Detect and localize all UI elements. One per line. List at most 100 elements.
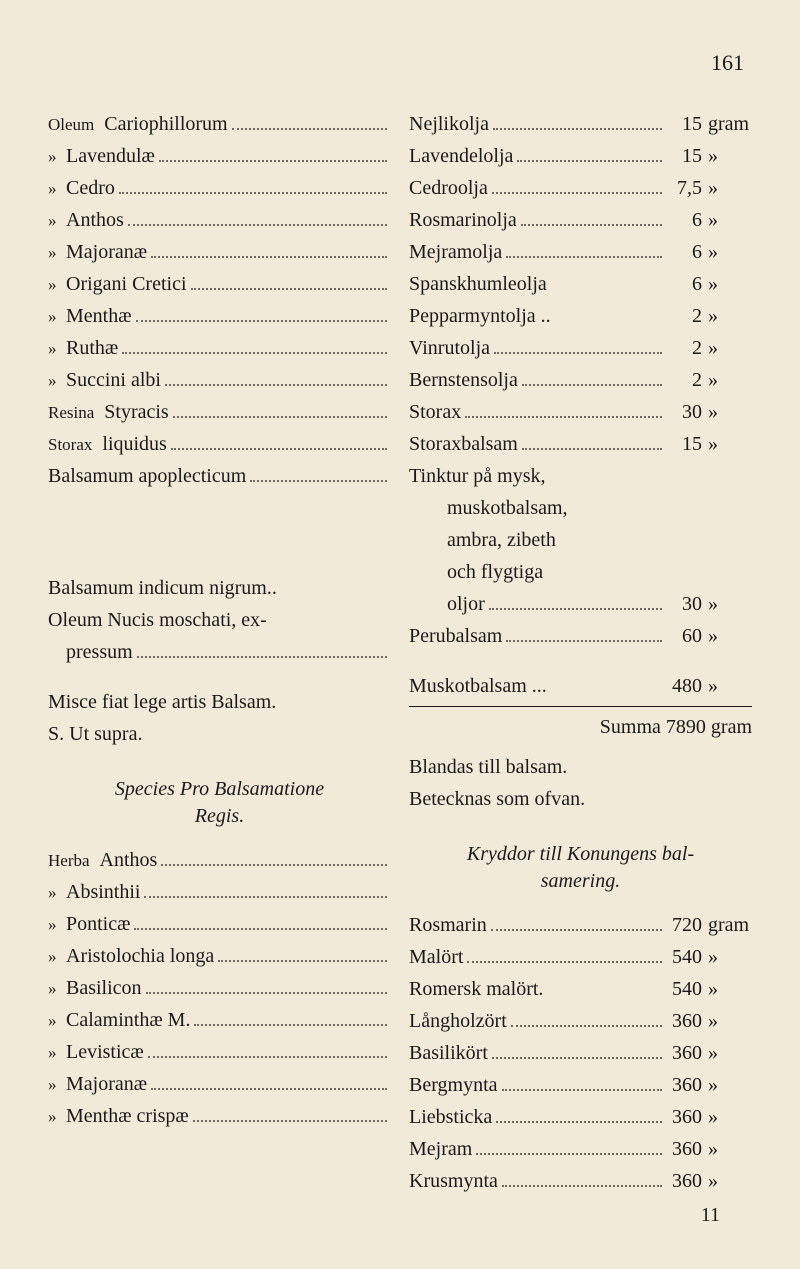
row-label: Romersk malört. <box>409 973 543 1005</box>
tinktur-indent: muskotbalsam, ambra, zibeth och flygtiga… <box>409 492 752 620</box>
row-value: 7,5 <box>666 172 702 204</box>
row-tag: » <box>48 207 66 234</box>
list-row: Långholzört360» <box>409 1005 752 1037</box>
row-unit: » <box>708 1101 752 1133</box>
list-row: »Ruthæ <box>48 332 391 364</box>
text-line: S. Ut supra. <box>48 718 391 750</box>
row-unit: » <box>708 1037 752 1069</box>
muskot-label: Muskotbalsam ... <box>409 670 547 702</box>
row-label: Cedroolja <box>409 172 488 204</box>
row-label: Mejramolja <box>409 236 502 268</box>
summa-unit: gram <box>711 716 752 738</box>
list-row: Oleum Cariophillorum <box>48 108 391 140</box>
row-unit: » <box>708 428 752 460</box>
left-misce: Misce fiat lege artis Balsam.S. Ut supra… <box>48 686 391 750</box>
list-row: Rosmarin720gram <box>409 909 752 941</box>
row-label: Majoranæ <box>66 236 147 268</box>
list-row: Lavendelolja15» <box>409 140 752 172</box>
kryddor-title: Kryddor till Konungens bal- samering. <box>409 841 752 895</box>
row-label: Origani Cretici <box>66 268 187 300</box>
row-label: Absinthii <box>66 876 140 908</box>
tinktur-line-1: muskotbalsam, <box>447 492 752 524</box>
list-row: »Majoranæ <box>48 1068 391 1100</box>
row-unit: » <box>708 1165 752 1197</box>
row-label: Styracis <box>104 396 168 428</box>
left-column: OleumCariophillorum»Lavendulæ»Cedro»Anth… <box>48 108 391 1231</box>
list-row: ResinaStyracis <box>48 396 391 428</box>
row-value: 6 <box>666 204 702 236</box>
row-tag: » <box>48 1071 66 1098</box>
row-label: Anthos <box>66 204 124 236</box>
row-unit: » <box>708 172 752 204</box>
row-label: Cariophillorum <box>104 108 227 140</box>
tinktur-line-3: och flygtiga <box>447 556 752 588</box>
list-row: Vinrutolja2» <box>409 332 752 364</box>
left-upper-list: OleumCariophillorum»Lavendulæ»Cedro»Anth… <box>48 108 391 492</box>
list-row: Krusmynta360» <box>409 1165 752 1197</box>
text-line: Blandas till balsam. <box>409 751 752 783</box>
row-value: 720 <box>666 909 702 941</box>
row-label: Basilikört <box>409 1037 488 1069</box>
row-tag: » <box>48 1039 66 1066</box>
summa-label: Summa <box>600 716 661 738</box>
row-tag: » <box>48 1103 66 1130</box>
row-label: Menthæ <box>66 300 132 332</box>
row-label: Långholzört <box>409 1005 507 1037</box>
list-row: Rosmarinolja6» <box>409 204 752 236</box>
row-unit: » <box>708 204 752 236</box>
row-tag: Storax <box>48 431 92 458</box>
row-unit: » <box>708 1069 752 1101</box>
row-value: 15 <box>666 108 702 140</box>
list-row: Storax liquidus <box>48 428 391 460</box>
tinktur-line-0: Tinktur på mysk, <box>409 460 752 492</box>
row-label: Bergmynta <box>409 1069 498 1101</box>
list-row: Mejram360» <box>409 1133 752 1165</box>
muskot-val: 480 <box>666 670 702 702</box>
row-tag: » <box>48 303 66 330</box>
row-unit: gram <box>708 108 752 140</box>
row-unit: » <box>708 396 752 428</box>
pressum-label: pressum <box>66 636 133 668</box>
list-row: »Menthæ <box>48 300 391 332</box>
right-column: Nejlikolja15gramLavendelolja15»Cedroolja… <box>409 108 752 1231</box>
row-tag: Oleum <box>48 111 94 138</box>
row-label: Nejlikolja <box>409 108 489 140</box>
columns: OleumCariophillorum»Lavendulæ»Cedro»Anth… <box>48 108 752 1231</box>
row-unit: » <box>708 1005 752 1037</box>
list-row: Pepparmyntolja ..2» <box>409 300 752 332</box>
row-tag: » <box>48 143 66 170</box>
species-title-1: Species Pro Balsamatione <box>115 778 324 800</box>
row-label: liquidus <box>102 428 166 460</box>
row-value: 360 <box>666 1133 702 1165</box>
row-tag: » <box>48 1007 66 1034</box>
list-row: »Aristolochia longa <box>48 940 391 972</box>
row-unit: » <box>708 364 752 396</box>
row-value: 2 <box>666 364 702 396</box>
row-tag: » <box>48 175 66 202</box>
list-row: Bernstensolja2» <box>409 364 752 396</box>
row-label: Menthæ crispæ <box>66 1100 189 1132</box>
list-row: Nejlikolja 15gram <box>409 108 752 140</box>
peru-label: Perubalsam <box>409 620 502 652</box>
list-row: »Menthæ crispæ <box>48 1100 391 1132</box>
tinktur-line-2: ambra, zibeth <box>447 524 752 556</box>
species-title-2: Regis. <box>195 805 244 827</box>
row-value: 360 <box>666 1069 702 1101</box>
list-row: »Cedro <box>48 172 391 204</box>
oljor-row: oljor 30 » <box>447 588 752 620</box>
row-label: Malört <box>409 941 463 973</box>
peru-val: 60 <box>666 620 702 652</box>
oljor-label: oljor <box>447 588 485 620</box>
list-row: Storaxbalsam15» <box>409 428 752 460</box>
row-value: 15 <box>666 140 702 172</box>
list-row: Malört540» <box>409 941 752 973</box>
row-label: Levisticæ <box>66 1036 144 1068</box>
row-label: Majoranæ <box>66 1068 147 1100</box>
list-row: »Origani Cretici <box>48 268 391 300</box>
list-row: Balsamum apoplecticum <box>48 460 391 492</box>
row-value: 6 <box>666 268 702 300</box>
row-label: Calaminthæ M. <box>66 1004 190 1036</box>
row-value: 540 <box>666 941 702 973</box>
row-unit: » <box>708 1133 752 1165</box>
text-line: Balsamum indicum nigrum.. <box>48 572 391 604</box>
